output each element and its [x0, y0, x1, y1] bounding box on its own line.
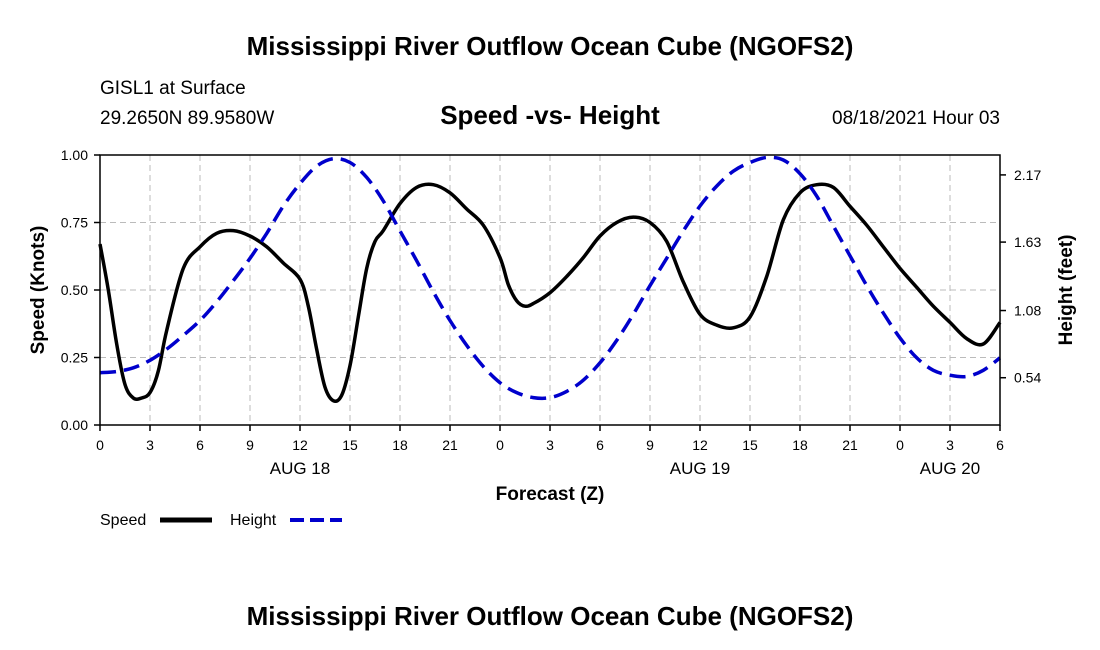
- x-tick-label: 21: [842, 437, 858, 453]
- y-tick-label: 0.00: [61, 417, 88, 433]
- x-tick-label: 0: [496, 437, 504, 453]
- x-tick-label: 15: [742, 437, 758, 453]
- x-tick-label: 9: [246, 437, 254, 453]
- x-tick-label: 15: [342, 437, 358, 453]
- chart-subtitle: Speed -vs- Height: [440, 100, 660, 130]
- x-tick-label: 18: [792, 437, 808, 453]
- forecast-datetime: 08/18/2021 Hour 03: [832, 108, 1000, 129]
- y-tick-label: 0.25: [61, 350, 88, 366]
- speed-series-line: [98, 182, 1002, 403]
- y2-tick-label: 1.63: [1014, 234, 1041, 250]
- y-axis-left-ticks: 0.00 0.25 0.50 0.75 1.00: [61, 147, 100, 433]
- date-label: AUG 18: [270, 459, 330, 478]
- footer-title: Mississippi River Outflow Ocean Cube (NG…: [247, 601, 854, 631]
- x-tick-label: 3: [146, 437, 154, 453]
- y2-tick-label: 2.17: [1014, 167, 1041, 183]
- y-tick-label: 0.75: [61, 215, 88, 231]
- x-tick-label: 0: [96, 437, 104, 453]
- y2-tick-label: 0.54: [1014, 370, 1041, 386]
- x-tick-label: 0: [896, 437, 904, 453]
- legend-speed-label: Speed: [100, 512, 146, 529]
- legend-height-label: Height: [230, 512, 277, 529]
- x-axis-ticks: 0 3 6 9 12 15 18 21 0 3 6 9 12 15 18 21 0 3 6: [96, 425, 1004, 453]
- x-tick-label: 6: [996, 437, 1004, 453]
- x-tick-label: 18: [392, 437, 408, 453]
- x-tick-label: 3: [946, 437, 954, 453]
- y-axis-right-ticks: 0.54 1.08 1.63 2.17: [1000, 167, 1041, 386]
- coordinates-label: 29.2650N 89.9580W: [100, 108, 274, 129]
- x-tick-label: 6: [596, 437, 604, 453]
- x-tick-label: 3: [546, 437, 554, 453]
- x-tick-label: 6: [196, 437, 204, 453]
- page-title: Mississippi River Outflow Ocean Cube (NG…: [247, 31, 854, 61]
- legend: Speed Height: [100, 512, 342, 529]
- height-series-line: [99, 155, 1002, 401]
- date-labels: AUG 18 AUG 19 AUG 20: [270, 459, 980, 478]
- y-tick-label: 1.00: [61, 147, 88, 163]
- date-label: AUG 19: [670, 459, 730, 478]
- x-tick-label: 12: [292, 437, 308, 453]
- x-tick-label: 21: [442, 437, 458, 453]
- x-tick-label: 9: [646, 437, 654, 453]
- grid-lines: [100, 155, 1000, 425]
- y2-axis-label: Height (feet): [1056, 235, 1077, 346]
- y2-tick-label: 1.08: [1014, 303, 1041, 319]
- x-axis-label: Forecast (Z): [496, 484, 605, 505]
- station-label: GISL1 at Surface: [100, 78, 246, 99]
- y-axis-label: Speed (Knots): [28, 226, 49, 355]
- y-tick-label: 0.50: [61, 282, 88, 298]
- plot-series: [98, 155, 1002, 403]
- x-tick-label: 12: [692, 437, 708, 453]
- date-label: AUG 20: [920, 459, 980, 478]
